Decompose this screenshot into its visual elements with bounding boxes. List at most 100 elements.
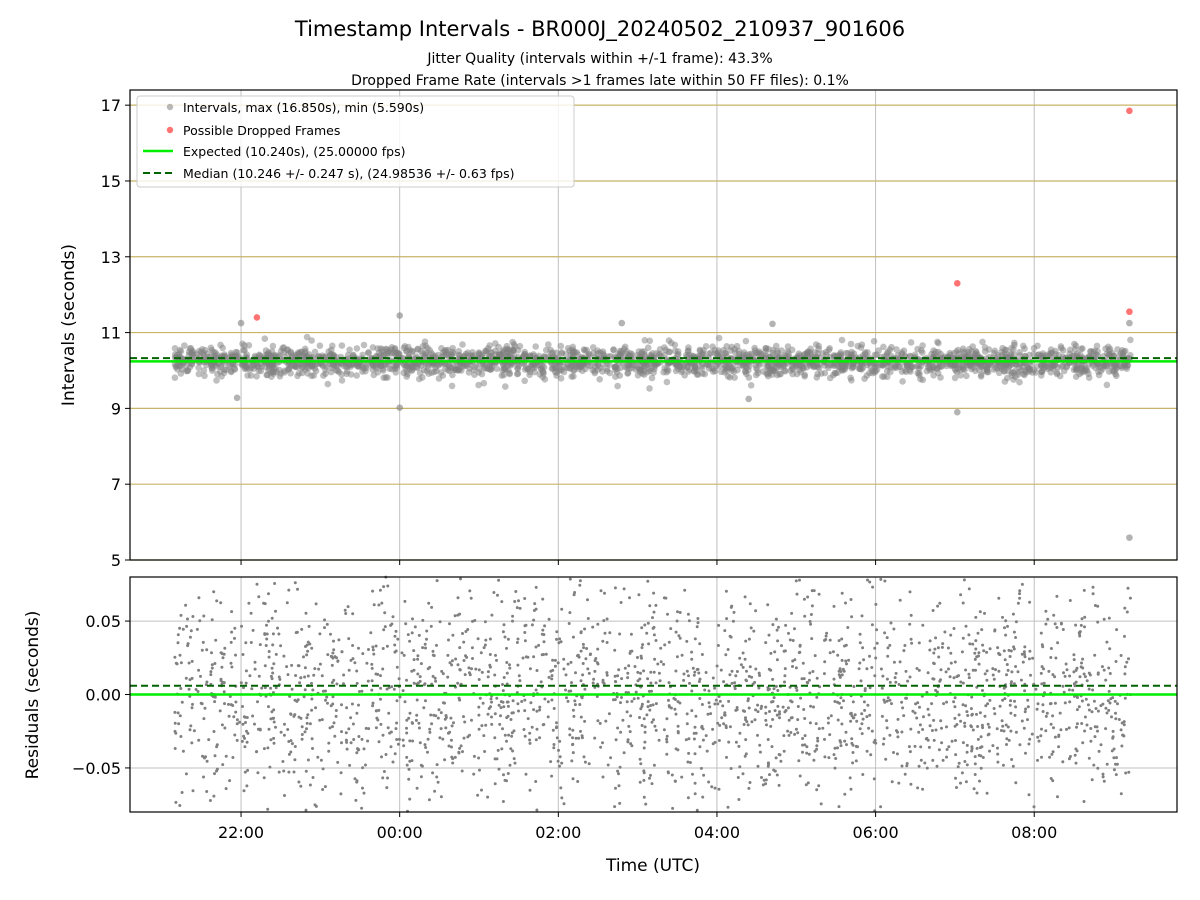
residual-point bbox=[614, 786, 617, 790]
interval-outlier-point bbox=[1126, 534, 1133, 541]
residual-point bbox=[462, 736, 466, 740]
residual-point bbox=[332, 721, 336, 725]
residual-point bbox=[1112, 747, 1116, 751]
residual-point bbox=[1009, 699, 1013, 703]
residual-point bbox=[697, 671, 701, 675]
interval-point bbox=[428, 369, 436, 377]
residual-point bbox=[1053, 622, 1057, 626]
residual-point bbox=[1124, 771, 1128, 775]
residual-point bbox=[1041, 703, 1045, 707]
residual-point bbox=[1072, 653, 1076, 657]
residual-point bbox=[982, 649, 986, 653]
residual-point bbox=[728, 673, 732, 677]
residual-point bbox=[1116, 702, 1119, 706]
residual-point bbox=[730, 604, 734, 608]
residual-point bbox=[312, 673, 316, 677]
residual-point bbox=[1026, 705, 1030, 709]
residual-point bbox=[931, 609, 935, 612]
residual-point bbox=[327, 741, 331, 745]
interval-point bbox=[225, 363, 233, 370]
residual-point bbox=[456, 596, 460, 600]
residual-point bbox=[849, 787, 853, 791]
residual-point bbox=[489, 697, 493, 701]
residual-point bbox=[798, 578, 801, 582]
interval-point bbox=[821, 369, 829, 377]
residual-point bbox=[779, 759, 783, 763]
residual-point bbox=[1049, 656, 1053, 659]
residual-point bbox=[873, 674, 877, 678]
residual-point bbox=[810, 589, 814, 593]
residual-point bbox=[360, 689, 364, 693]
residual-point bbox=[776, 704, 780, 708]
residual-point bbox=[598, 721, 602, 725]
residual-point bbox=[369, 631, 373, 635]
residual-point bbox=[424, 646, 427, 650]
residual-point bbox=[562, 667, 566, 671]
residual-point bbox=[901, 706, 905, 710]
residual-point bbox=[643, 740, 647, 744]
residual-point bbox=[953, 724, 957, 728]
residual-point bbox=[621, 718, 625, 722]
residual-point bbox=[1018, 592, 1021, 596]
residual-point bbox=[514, 590, 518, 593]
residual-point bbox=[460, 769, 464, 773]
residual-point bbox=[927, 745, 931, 749]
interval-point bbox=[676, 363, 684, 371]
bottom-reference-lines bbox=[130, 684, 1177, 696]
residual-point bbox=[766, 603, 770, 607]
residual-point bbox=[1037, 739, 1041, 743]
residual-point bbox=[815, 676, 819, 680]
residual-point bbox=[723, 711, 727, 715]
residual-point bbox=[516, 637, 520, 641]
residual-point bbox=[692, 737, 696, 741]
residual-point bbox=[840, 658, 844, 662]
residual-point bbox=[486, 795, 490, 799]
residual-point bbox=[290, 687, 294, 691]
residual-point bbox=[331, 695, 335, 699]
residual-point bbox=[630, 699, 634, 703]
residual-point bbox=[979, 754, 983, 758]
residual-point bbox=[1028, 600, 1032, 604]
residual-point bbox=[319, 758, 323, 762]
residual-point bbox=[909, 727, 913, 731]
residual-point bbox=[577, 655, 581, 659]
residual-point bbox=[645, 713, 649, 717]
interval-point bbox=[626, 365, 633, 373]
interval-outlier-point bbox=[237, 319, 245, 327]
residual-point bbox=[613, 674, 617, 678]
residual-point bbox=[419, 775, 423, 779]
residual-point bbox=[379, 686, 383, 690]
residual-point bbox=[892, 660, 896, 664]
residual-point bbox=[231, 756, 235, 759]
interval-point bbox=[638, 366, 645, 373]
residual-point bbox=[250, 687, 254, 691]
residual-point bbox=[306, 640, 310, 644]
residual-point bbox=[902, 649, 906, 653]
residual-point bbox=[269, 686, 273, 690]
residual-point bbox=[824, 634, 828, 638]
residual-point bbox=[348, 763, 352, 767]
residual-point bbox=[854, 744, 858, 748]
residual-point bbox=[926, 671, 930, 675]
residual-point bbox=[443, 701, 446, 705]
residual-point bbox=[1120, 721, 1124, 725]
residual-point bbox=[212, 695, 215, 699]
residual-point bbox=[926, 707, 930, 711]
residual-point bbox=[1020, 719, 1024, 723]
residual-point bbox=[969, 707, 973, 711]
residual-point bbox=[1080, 722, 1084, 725]
residual-point bbox=[513, 761, 517, 765]
interval-point bbox=[864, 349, 871, 356]
residual-point bbox=[638, 716, 641, 719]
residual-point bbox=[340, 741, 343, 745]
residual-point bbox=[613, 698, 617, 702]
residual-point bbox=[1068, 700, 1072, 704]
residual-point bbox=[801, 743, 804, 747]
residual-point bbox=[533, 602, 537, 606]
interval-point bbox=[499, 366, 506, 374]
residual-point bbox=[232, 715, 236, 719]
residual-point bbox=[571, 708, 575, 712]
residual-point bbox=[488, 665, 492, 669]
residual-point bbox=[860, 712, 864, 716]
residual-point bbox=[383, 611, 387, 615]
